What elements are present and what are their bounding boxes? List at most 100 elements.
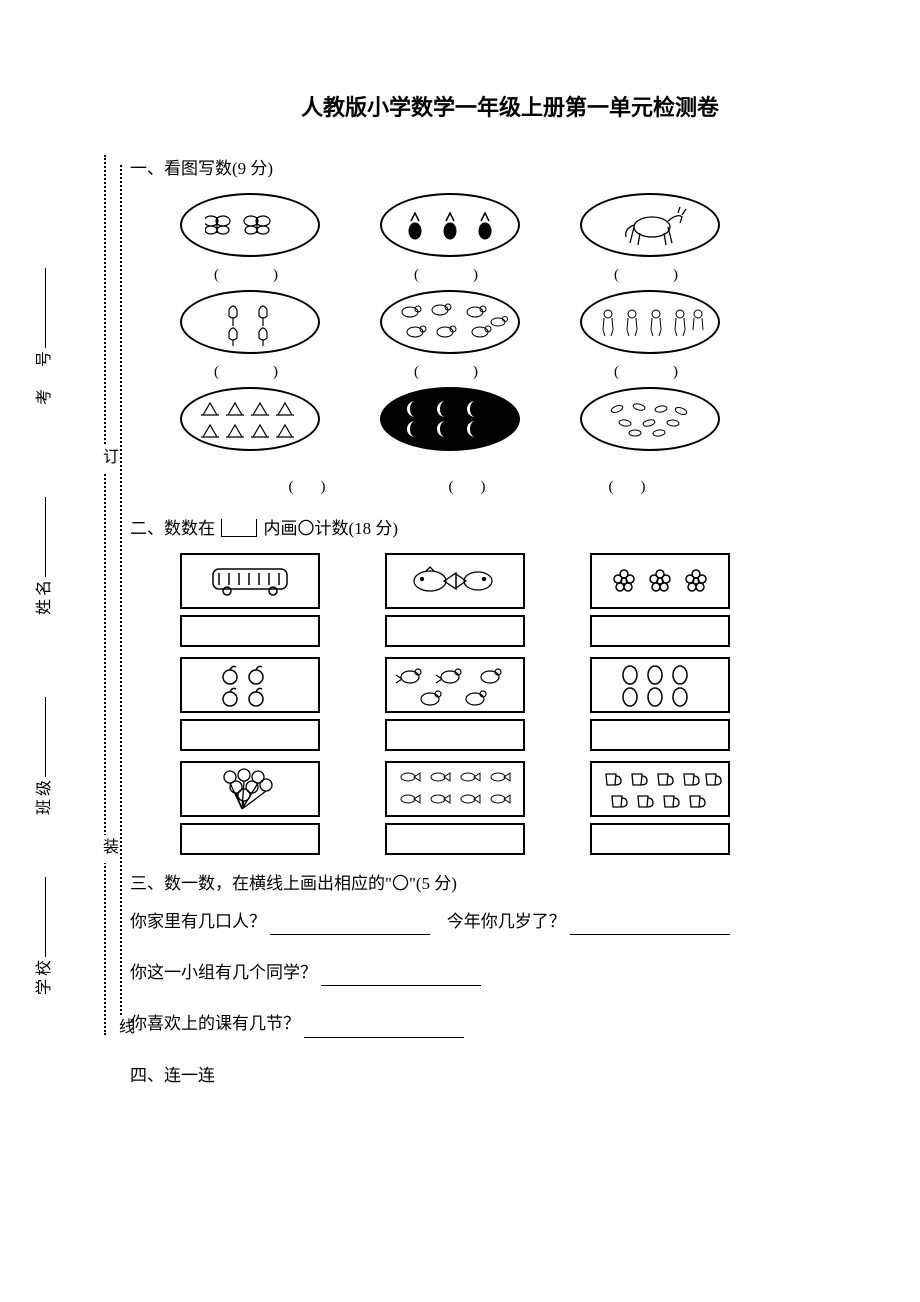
- oval-pineapples: [380, 193, 520, 257]
- box-apples4: [180, 657, 320, 713]
- q2-cell: [590, 657, 740, 751]
- blank: [321, 968, 481, 986]
- q2-cell: [385, 553, 535, 647]
- cups-icon: [595, 765, 725, 813]
- field-school-label: 学校: [36, 957, 53, 995]
- q1-cell: ( ): [170, 193, 330, 284]
- box-icon: [221, 519, 257, 537]
- balloons-icon: [210, 765, 290, 813]
- answer-box: [385, 719, 525, 751]
- tulips-icon: [205, 298, 295, 346]
- bus-icon: [205, 561, 295, 601]
- paren: ( ): [570, 263, 730, 284]
- blank: [304, 1020, 464, 1038]
- q1-grid: ( ) ( ) ( ) ( ): [170, 193, 730, 496]
- oval-tulips: [180, 290, 320, 354]
- butterflies-icon: [205, 207, 295, 243]
- q2-cell: [385, 761, 535, 855]
- field-exam-no-label: 考 号: [36, 348, 53, 405]
- q3-line-2: 你这一小组有几个同学？: [130, 959, 890, 986]
- small-fish-icon: [390, 765, 520, 813]
- fold-dotted-line-2: [120, 165, 122, 1035]
- answer-box: [590, 823, 730, 855]
- q3-line-1: 你家里有几口人？ 今年你几岁了？: [130, 908, 890, 935]
- oval-hats: [180, 387, 320, 451]
- box-bus: [180, 553, 320, 609]
- q2-heading-post: 内画〇计数(18 分): [264, 519, 399, 538]
- box-fish2: [385, 553, 525, 609]
- box-chickens5: [385, 657, 525, 713]
- q2-cell: [180, 761, 330, 855]
- paren: ( ): [449, 475, 492, 496]
- fold-dotted-line-1: [104, 155, 106, 1035]
- answer-box: [180, 719, 320, 751]
- answer-box: [385, 823, 525, 855]
- paren: ( ): [170, 360, 330, 381]
- box-balloons7: [180, 761, 320, 817]
- paren: ( ): [370, 263, 530, 284]
- answer-box: [590, 719, 730, 751]
- q1-heading: 一、看图写数(9 分): [130, 154, 890, 179]
- q2-cell: [590, 761, 740, 855]
- q2-heading-pre: 二、数数在: [130, 519, 215, 538]
- q3-block: 你家里有几口人？ 今年你几岁了？ 你这一小组有几个同学？ 你喜欢上的课有几节？ …: [130, 908, 890, 1089]
- q1-cell: [570, 387, 730, 457]
- q1-paren-row: ( ) ( ) ( ): [230, 475, 710, 496]
- answer-box: [180, 823, 320, 855]
- q1-cell: [370, 387, 530, 457]
- page-content: 人教版小学数学一年级上册第一单元检测卷 一、看图写数(9 分) ( ) ( ): [130, 90, 890, 1113]
- paren: ( ): [570, 360, 730, 381]
- eggs-icon: [605, 661, 715, 709]
- ducks-icon: [390, 298, 510, 346]
- binding-margin: 学校 班级 姓名 考 号 装 订 线: [70, 155, 130, 1055]
- paren: ( ): [289, 475, 332, 496]
- oval-donkey: [580, 193, 720, 257]
- field-name-label: 姓名: [36, 577, 53, 615]
- oval-moons: [380, 387, 520, 451]
- q3-text-1b: 今年你几岁了？: [447, 912, 566, 931]
- oval-ducks: [380, 290, 520, 354]
- field-class-label: 班级: [36, 777, 53, 815]
- q2-cell: [385, 657, 535, 751]
- chickens-icon: [390, 661, 520, 709]
- q3-text-3: 你喜欢上的课有几节？: [130, 1014, 300, 1033]
- box-smallfish8: [385, 761, 525, 817]
- mark-ding: 订: [96, 445, 120, 473]
- paren: ( ): [170, 263, 330, 284]
- flowers-icon: [600, 561, 720, 601]
- children-icon: [590, 300, 710, 344]
- moons-icon: [395, 395, 505, 443]
- box-flowers3: [590, 553, 730, 609]
- leaves-icon: [595, 397, 705, 441]
- q2-cell: [180, 657, 330, 751]
- q1-cell: ( ): [370, 193, 530, 284]
- answer-box: [180, 615, 320, 647]
- q2-grid: [180, 553, 740, 855]
- q1-cell: [170, 387, 330, 457]
- pineapples-icon: [395, 207, 505, 243]
- oval-children: [580, 290, 720, 354]
- q1-cell: ( ): [170, 290, 330, 381]
- q2-cell: [590, 553, 740, 647]
- paren: ( ): [370, 360, 530, 381]
- fish-icon: [400, 561, 510, 601]
- apples-icon: [200, 661, 300, 709]
- q3-line-3: 你喜欢上的课有几节？: [130, 1010, 890, 1037]
- blank: [270, 917, 430, 935]
- answer-box: [385, 615, 525, 647]
- q1-cell: ( ): [370, 290, 530, 381]
- donkey-icon: [610, 203, 690, 247]
- q1-cell: ( ): [570, 193, 730, 284]
- hats-icon: [190, 395, 310, 445]
- q3-text-2: 你这一小组有几个同学？: [130, 963, 317, 982]
- oval-butterflies: [180, 193, 320, 257]
- q4-heading: 四、连一连: [130, 1062, 890, 1089]
- page-title: 人教版小学数学一年级上册第一单元检测卷: [130, 90, 890, 122]
- q2-cell: [180, 553, 330, 647]
- q3-text-1a: 你家里有几口人？: [130, 912, 266, 931]
- blank: [570, 917, 730, 935]
- answer-box: [590, 615, 730, 647]
- mark-zhuang: 装: [96, 835, 120, 863]
- paren: ( ): [609, 475, 652, 496]
- q2-heading: 二、数数在 内画〇计数(18 分): [130, 514, 890, 539]
